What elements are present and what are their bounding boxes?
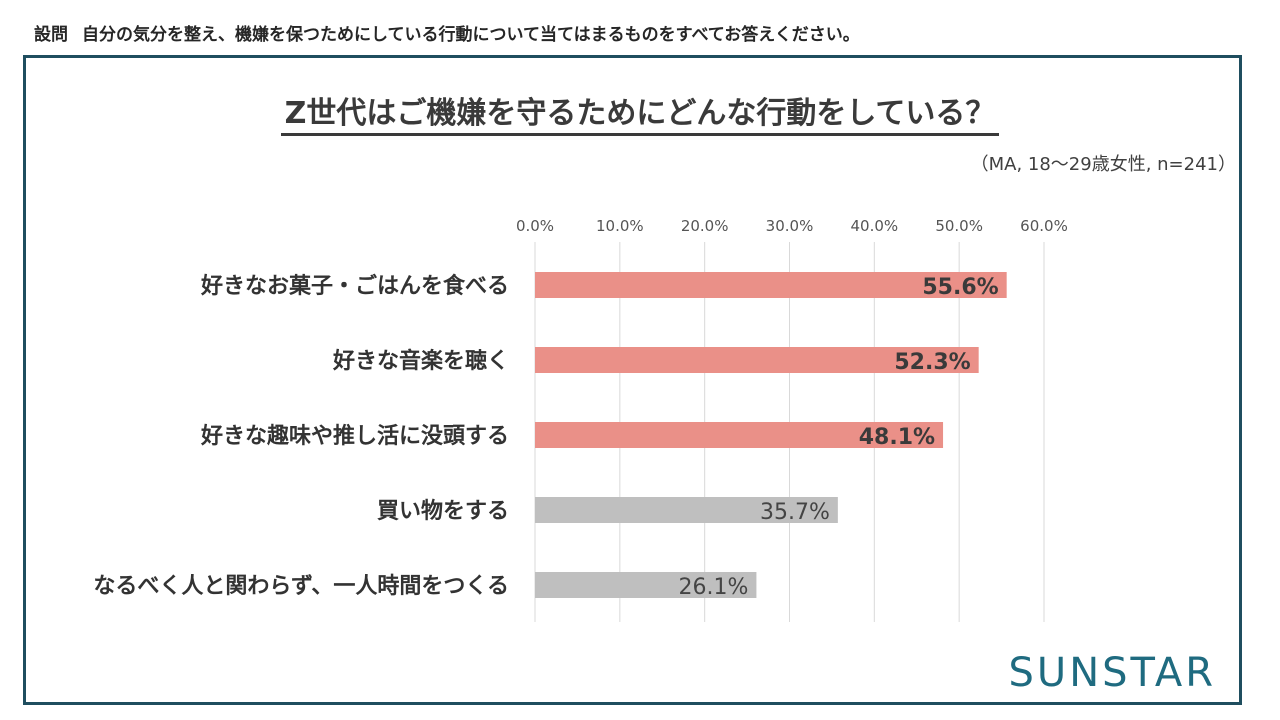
tick-label: 40.0%	[851, 217, 899, 235]
category-label: 買い物をする	[377, 498, 509, 524]
data-label: 48.1%	[859, 425, 935, 450]
bar	[535, 347, 979, 373]
chart-title: Z世代はご機嫌を守るためにどんな行動をしている？	[280, 96, 1000, 136]
tick-label: 50.0%	[935, 217, 983, 235]
bar	[535, 497, 838, 523]
question-line: 設問 自分の気分を整え、機嫌を保つためにしている行動について当てはまるものをすべて…	[34, 20, 860, 45]
bar	[535, 422, 944, 448]
category-label: 好きな趣味や推し活に没頭する	[200, 423, 509, 449]
category-label: 好きなお菓子・ごはんを食べる	[200, 273, 509, 299]
tick-label: 20.0%	[681, 217, 729, 235]
sample-note: （MA, 18～29歳女性, n=241）	[970, 154, 1236, 175]
data-label: 55.6%	[922, 275, 998, 300]
category-label: 好きな音楽を聴く	[332, 348, 509, 374]
tick-label: 10.0%	[596, 217, 644, 235]
question-label: 設問	[34, 25, 68, 45]
category-label: なるべく人と関わらず、一人時間をつくる	[93, 574, 509, 599]
data-label: 35.7%	[760, 500, 830, 525]
sunstar-logo: SUNSTAR	[1008, 650, 1216, 696]
tick-label: 60.0%	[1020, 217, 1068, 235]
chart-title-wrap: Z世代はご機嫌を守るためにどんな行動をしている？	[0, 88, 1280, 136]
data-label: 26.1%	[679, 575, 749, 600]
chart-frame	[23, 55, 1242, 705]
data-label: 52.3%	[894, 350, 970, 375]
bar	[535, 272, 1007, 298]
bar	[535, 572, 757, 598]
question-text: 自分の気分を整え、機嫌を保つためにしている行動について当てはまるものをすべてお答…	[82, 25, 860, 45]
tick-label: 30.0%	[766, 217, 814, 235]
tick-label: 0.0%	[516, 217, 554, 235]
